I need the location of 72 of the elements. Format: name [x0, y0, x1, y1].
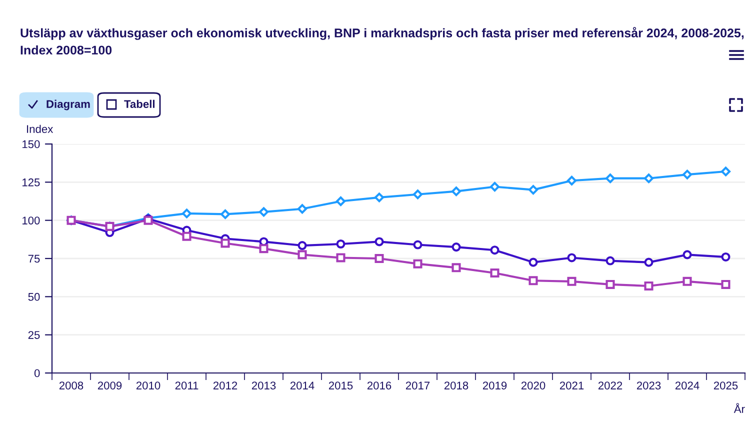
- x-tick-label: 2012: [213, 382, 238, 390]
- point: [528, 276, 538, 286]
- point: [606, 256, 615, 266]
- x-tick-label: 2008: [59, 382, 84, 390]
- x-tick-label: 2020: [521, 382, 546, 390]
- text: Tabell: [124, 100, 154, 108]
- point: [336, 196, 346, 206]
- y-tick-label: 25: [28, 331, 40, 339]
- point: [374, 237, 384, 246]
- x-tick-label: 2018: [444, 382, 468, 390]
- point: [258, 207, 269, 217]
- x-tick-label: 2011: [175, 382, 198, 390]
- point: [220, 209, 230, 220]
- point: [721, 280, 730, 289]
- x-tick-label: 2024: [675, 382, 700, 390]
- point: [528, 258, 538, 267]
- point: [452, 242, 461, 252]
- point: [682, 250, 692, 260]
- chart-title: Utsläpp av växthusgaser och ekonomisk utveckling, BNP i marknadspris och fasta priser med referensår 2024, 2008-2025, Index 2008=100: [20, 27, 744, 55]
- x-tick-label: 2025: [714, 382, 738, 390]
- point: [644, 174, 654, 184]
- point: [374, 192, 384, 202]
- point: [490, 182, 500, 192]
- point: [567, 276, 576, 286]
- point: [566, 176, 577, 186]
- x-axis-title: År: [734, 403, 745, 413]
- point: [490, 246, 500, 255]
- x-tick-label: 2009: [98, 382, 122, 390]
- point: [336, 253, 346, 262]
- point: [220, 238, 230, 248]
- point: [451, 186, 462, 196]
- point: [336, 239, 346, 249]
- y-tick-label: 100: [22, 216, 40, 224]
- x-tick-label: 2010: [136, 382, 160, 390]
- x-tick-label: 2013: [252, 382, 276, 390]
- point: [259, 244, 268, 254]
- x-tick-label: 2017: [406, 382, 430, 390]
- y-tick-label: 75: [28, 254, 40, 263]
- point: [413, 240, 422, 250]
- y-tick-label: 0: [34, 369, 40, 378]
- point: [644, 281, 654, 290]
- point: [490, 268, 500, 278]
- point: [567, 253, 576, 262]
- x-tick-label: 2019: [482, 382, 507, 390]
- x-tick-label: 2021: [560, 382, 584, 390]
- y-tick-label: 50: [28, 292, 40, 301]
- point: [298, 241, 307, 250]
- x-tick-label: 2015: [328, 382, 353, 390]
- text: Diagram: [46, 100, 90, 110]
- point: [528, 185, 538, 195]
- point: [720, 166, 731, 176]
- point: [182, 232, 192, 241]
- y-tick-label: 125: [22, 178, 40, 186]
- point: [682, 170, 692, 180]
- point: [298, 250, 307, 260]
- point: [413, 259, 422, 268]
- point: [682, 276, 692, 286]
- point: [721, 252, 730, 262]
- x-tick-label: 2014: [290, 382, 314, 390]
- x-tick-label: 2023: [636, 382, 661, 390]
- point: [374, 254, 384, 264]
- point: [182, 208, 192, 218]
- point: [412, 190, 423, 200]
- point: [644, 258, 654, 267]
- point: [297, 204, 308, 214]
- x-tick-label: 2022: [598, 382, 622, 390]
- y-tick-label: 150: [22, 140, 40, 148]
- y-axis-title: Index: [27, 124, 54, 133]
- point: [605, 174, 616, 184]
- point: [452, 263, 461, 272]
- x-tick-label: 2016: [367, 382, 392, 390]
- point: [606, 280, 615, 289]
